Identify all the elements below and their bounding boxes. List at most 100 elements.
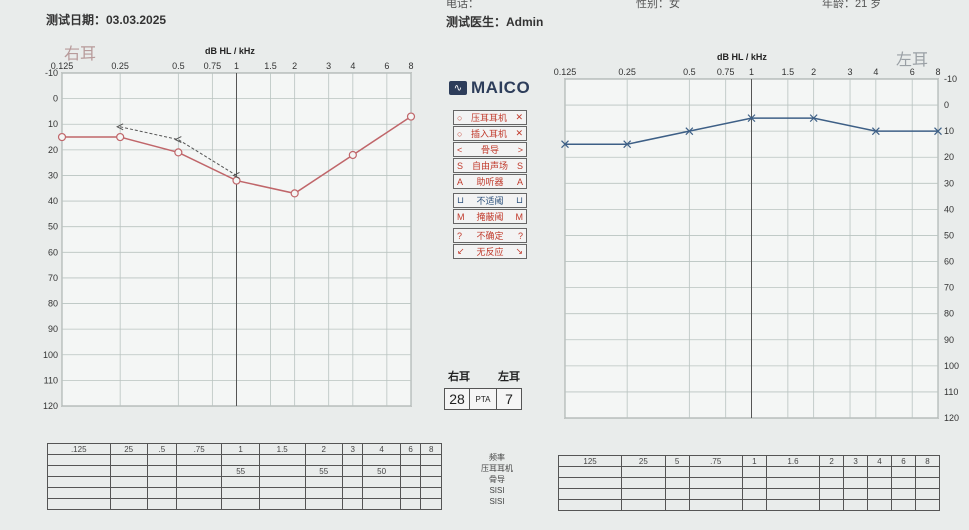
row-label-sisi-2: SISI xyxy=(489,497,505,506)
left-axis-title: dB HL / kHz xyxy=(717,52,767,62)
value-cell xyxy=(688,466,743,478)
value-cell xyxy=(621,477,666,489)
value-cell xyxy=(341,487,364,499)
value-cell xyxy=(146,498,177,510)
x-tick-label: 1 xyxy=(749,67,754,77)
data-point xyxy=(348,150,357,160)
value-cell xyxy=(47,498,111,510)
x-tick-label: 2 xyxy=(292,61,297,71)
data-point xyxy=(116,123,124,131)
value-cell xyxy=(557,466,623,478)
value-cell xyxy=(843,488,869,500)
value-cell xyxy=(109,487,148,499)
freq-cell: 1.5 xyxy=(258,443,306,455)
value-cell xyxy=(819,488,845,500)
value-cell xyxy=(362,476,401,488)
value-cell xyxy=(304,476,343,488)
x-tick-label: 6 xyxy=(910,67,915,77)
legend-label: 不确定 xyxy=(476,231,504,241)
value-cell xyxy=(175,465,223,477)
value-cell xyxy=(175,454,223,466)
x-tick-label: 0.75 xyxy=(717,67,735,77)
value-cell xyxy=(664,466,690,478)
legend-symbol: M xyxy=(457,211,465,222)
y-tick-label: 100 xyxy=(944,361,959,371)
value-cell xyxy=(399,454,422,466)
x-tick-label: 1.5 xyxy=(782,67,795,77)
data-point xyxy=(290,189,299,198)
value-cell xyxy=(420,476,442,488)
value-cell xyxy=(557,477,623,489)
x-tick-label: 0.5 xyxy=(172,61,185,71)
value-cell xyxy=(304,487,343,499)
data-point xyxy=(685,127,694,136)
freq-cell: .125 xyxy=(47,443,111,455)
x-tick-label: 3 xyxy=(326,61,331,71)
y-tick-label: 10 xyxy=(48,119,58,129)
data-point xyxy=(174,136,182,144)
x-tick-label: 6 xyxy=(384,61,389,71)
value-cell xyxy=(146,454,177,466)
value-cell xyxy=(47,465,111,477)
freq-cell: 25 xyxy=(109,443,148,455)
value-cell xyxy=(843,499,869,511)
x-tick-label: 1 xyxy=(234,61,239,71)
pta-right-value: 28 xyxy=(445,389,470,409)
data-point xyxy=(871,127,880,136)
value-cell xyxy=(420,498,442,510)
value-cell xyxy=(867,488,892,500)
y-tick-label: 80 xyxy=(48,299,58,309)
x-tick-label: 0.25 xyxy=(618,67,636,77)
y-tick-label: 60 xyxy=(48,247,58,257)
freq-cell: 1 xyxy=(221,443,260,455)
value-cell xyxy=(399,487,422,499)
value-cell xyxy=(688,499,743,511)
row-label-sisi-1: SISI xyxy=(489,486,505,495)
value-cell xyxy=(258,476,306,488)
legend-symbol: ? xyxy=(517,230,523,241)
value-cell xyxy=(843,477,869,489)
value-cell xyxy=(341,454,364,466)
value-cell xyxy=(109,498,148,510)
value-cell xyxy=(146,465,177,477)
legend-symbol: ⊔ xyxy=(515,195,523,205)
freq-cell: 6 xyxy=(399,443,422,455)
left-ear-data-table: 125 25 5.75 1 1.6 2 3 4 6 8 xyxy=(557,455,941,511)
legend-label: 掩蔽阈 xyxy=(476,212,504,222)
freq-cell: 4 xyxy=(362,443,401,455)
y-tick-label: 100 xyxy=(43,350,58,360)
legend-row-soundfield: S 自由声场 S xyxy=(453,158,527,173)
legend-row-insert: ○ 插入耳机 ✕ xyxy=(453,126,527,141)
value-cell: 55 xyxy=(221,465,260,477)
row-label-freq: 频率 xyxy=(489,453,505,462)
x-tick-label: 0.125 xyxy=(51,61,74,71)
legend-label: 自由声场 xyxy=(471,161,508,171)
legend-symbol: S xyxy=(516,160,523,171)
freq-cell: 3 xyxy=(341,443,364,455)
value-cell xyxy=(362,498,401,510)
value-cell xyxy=(867,466,892,478)
table-row xyxy=(47,454,442,466)
value-cell xyxy=(741,499,767,511)
value-cell xyxy=(621,466,666,478)
pta-panel: 右耳 左耳 28 PTA 7 xyxy=(444,368,522,410)
value-cell xyxy=(109,476,148,488)
value-cell xyxy=(341,498,364,510)
pta-left-label: 左耳 xyxy=(498,371,520,383)
symbol-legend: ○ 压耳耳机 ✕ ○ 插入耳机 ✕ < 骨导 > S 自由声场 S A 助听器 A ⊔ 不适阈 ⊔ M 掩… xyxy=(453,110,527,263)
table-row: 125 25 5.75 1 1.6 2 3 4 6 8 xyxy=(557,455,941,467)
right-ear-title: 右耳 xyxy=(64,46,97,63)
value-cell xyxy=(175,476,223,488)
value-cell xyxy=(258,487,306,499)
value-cell xyxy=(258,498,306,510)
y-tick-label: 120 xyxy=(944,413,959,423)
data-point xyxy=(406,112,416,121)
x-tick-label: 8 xyxy=(935,67,940,77)
data-point xyxy=(561,140,569,149)
value-cell xyxy=(221,476,260,488)
value-cell xyxy=(914,499,941,511)
value-cell xyxy=(765,466,821,478)
legend-symbol: ○ xyxy=(457,128,463,139)
value-cell xyxy=(47,487,111,499)
sex-label: 性别：女 xyxy=(636,0,680,10)
